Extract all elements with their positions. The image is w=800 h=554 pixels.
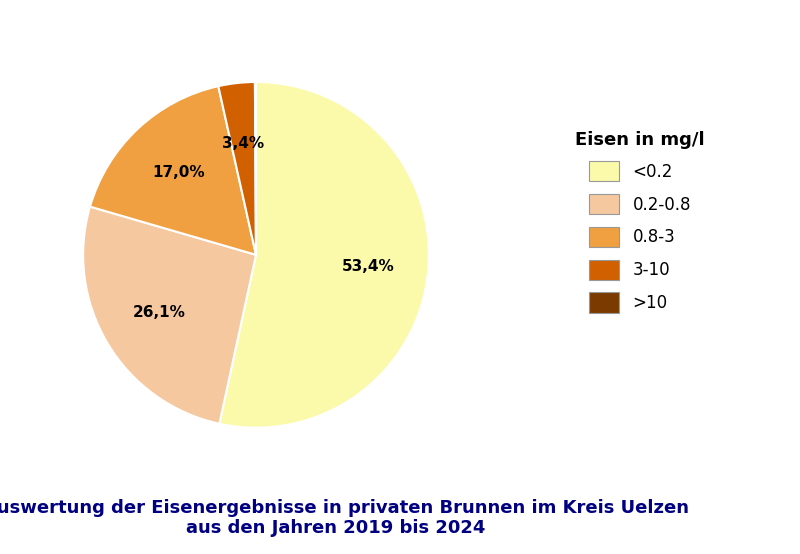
Wedge shape	[83, 207, 256, 424]
Wedge shape	[219, 82, 429, 428]
Wedge shape	[255, 82, 256, 255]
Wedge shape	[218, 82, 256, 255]
Wedge shape	[90, 86, 256, 255]
Text: 17,0%: 17,0%	[153, 166, 206, 181]
Text: 26,1%: 26,1%	[133, 305, 186, 320]
Text: 3,4%: 3,4%	[222, 136, 264, 151]
Legend: <0.2, 0.2-0.8, 0.8-3, 3-10, >10: <0.2, 0.2-0.8, 0.8-3, 3-10, >10	[569, 124, 711, 319]
Text: 53,4%: 53,4%	[342, 259, 394, 274]
Text: Auswertung der Eisenergebnisse in privaten Brunnen im Kreis Uelzen
aus den Jahre: Auswertung der Eisenergebnisse in privat…	[0, 499, 689, 537]
